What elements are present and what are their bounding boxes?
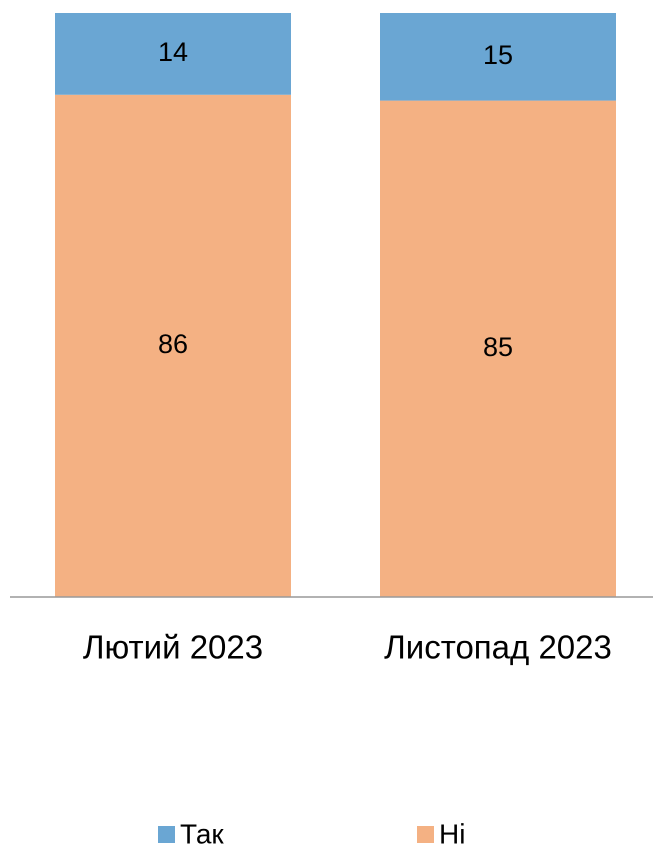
legend-swatch	[158, 826, 175, 843]
data-label: 14	[158, 37, 188, 67]
data-label: 85	[483, 332, 513, 362]
x-tick-label: Листопад 2023	[384, 629, 612, 666]
legend-label: Ні	[439, 818, 465, 849]
bar-segment	[55, 94, 291, 597]
x-tick-label: Лютий 2023	[83, 629, 263, 666]
data-label: 15	[483, 40, 513, 70]
data-label: 86	[158, 329, 188, 359]
bar-segment	[380, 100, 616, 597]
bar-segment	[380, 13, 616, 101]
legend-swatch	[417, 826, 434, 843]
bar-segment	[55, 13, 291, 95]
legend-label: Так	[180, 818, 224, 849]
